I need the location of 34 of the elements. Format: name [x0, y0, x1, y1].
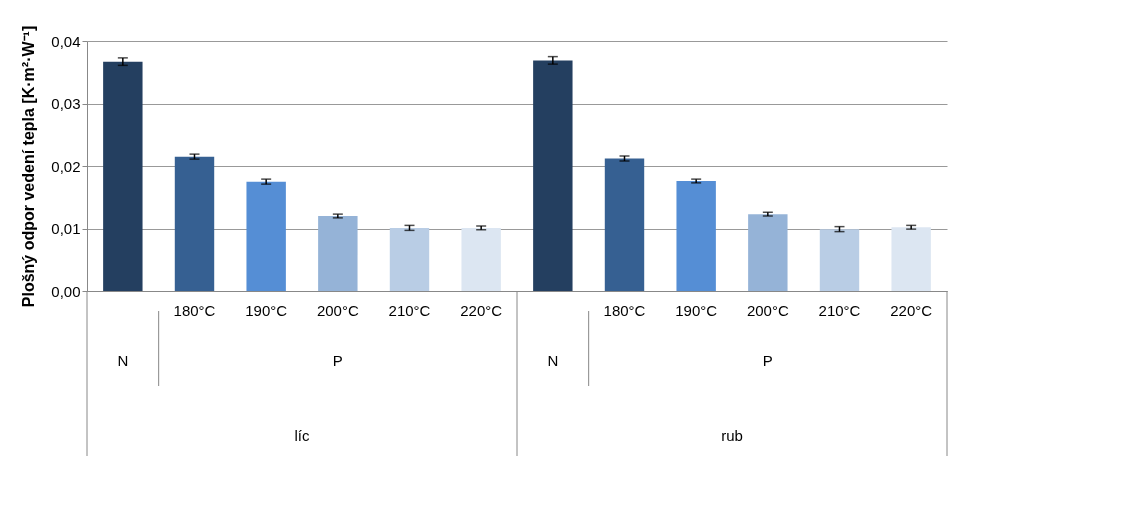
bar: [533, 60, 573, 291]
text: N: [117, 352, 129, 369]
y-tick-label: 0,00: [51, 282, 81, 300]
text: líc: [294, 427, 310, 444]
text: P: [762, 352, 773, 369]
text: P: [332, 352, 343, 369]
bar: [676, 181, 716, 291]
bar: [103, 61, 143, 291]
bar: [389, 227, 430, 291]
x-tick-label: 200°C: [746, 301, 789, 319]
x-tick-label: 220°C: [460, 301, 503, 319]
x-tick-label: 200°C: [316, 301, 359, 319]
bar: [318, 216, 358, 291]
y-tick-label: 0,02: [51, 157, 81, 175]
y-tick-label: 0,04: [51, 32, 81, 50]
x-tick-label: 190°C: [675, 301, 718, 319]
text: rub: [721, 427, 743, 444]
y-axis-title: Plošný odpor vedení tepla [K·m²·W⁻¹]: [20, 25, 38, 308]
bar: [604, 158, 645, 291]
y-tick-label: 0,01: [51, 220, 81, 237]
x-tick-label: 210°C: [388, 301, 431, 319]
bar: [246, 181, 286, 291]
bar: [174, 156, 215, 291]
bar: [461, 227, 501, 291]
x-tick-label: 190°C: [245, 301, 288, 319]
text: N: [547, 352, 559, 369]
x-tick-label: 180°C: [173, 301, 216, 319]
x-tick-label: 210°C: [818, 301, 861, 319]
bar: [748, 214, 788, 291]
bar: [891, 227, 931, 291]
y-tick-label: 0,03: [51, 95, 81, 112]
x-tick-label: 180°C: [603, 301, 646, 319]
x-tick-label: 220°C: [890, 301, 933, 319]
bar: [819, 229, 860, 291]
